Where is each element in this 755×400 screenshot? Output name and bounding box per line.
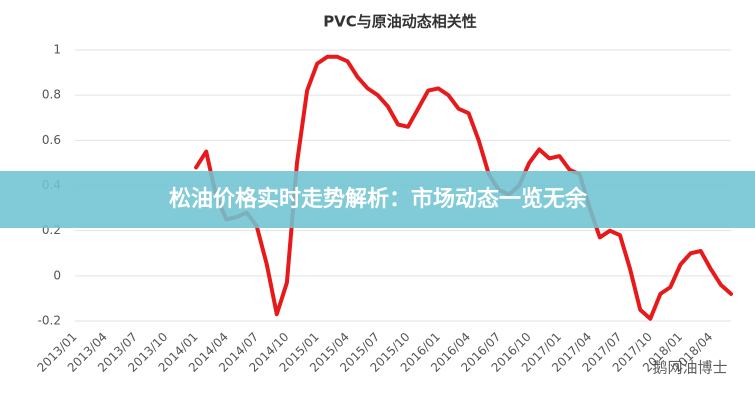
y-tick-label: 1 (53, 43, 61, 57)
y-tick-label: -0.2 (38, 314, 61, 328)
overlay-banner (0, 171, 755, 228)
y-tick-label: 0.6 (42, 133, 61, 147)
watermark: 鹅网油博士 (652, 359, 727, 377)
y-tick-label: 0 (53, 268, 61, 282)
chart-title: PVC与原油动态相关性 (323, 13, 477, 31)
overlay-title: 松油价格实时走势解析：市场动态一览无余 (169, 186, 588, 212)
y-tick-label: 0.8 (42, 88, 61, 102)
line-series (194, 54, 733, 321)
